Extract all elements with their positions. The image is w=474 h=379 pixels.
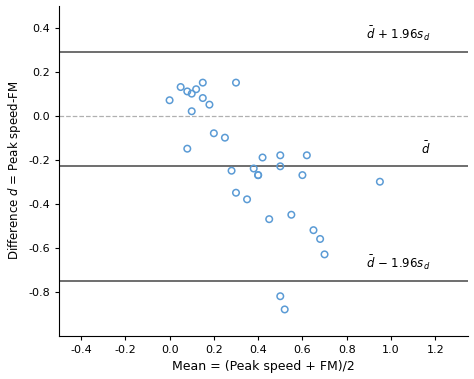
Point [321,251,328,257]
Point [210,130,218,136]
Point [276,152,284,158]
Point [199,80,207,86]
Point [255,172,262,178]
Point [376,179,383,185]
Point [316,236,324,242]
Text: $\bar{d}$: $\bar{d}$ [421,141,431,158]
Point [183,88,191,94]
Point [192,86,200,92]
Point [281,306,289,312]
Point [310,227,317,233]
Point [303,152,310,158]
Text: $\bar{d}$ + 1.96$s_d$: $\bar{d}$ + 1.96$s_d$ [366,25,431,43]
X-axis label: Mean = (Peak speed + FM)/2: Mean = (Peak speed + FM)/2 [172,360,355,373]
Text: $\bar{d}$ − 1.96$s_d$: $\bar{d}$ − 1.96$s_d$ [366,254,431,272]
Point [255,172,262,178]
Point [250,166,257,172]
Point [299,172,306,178]
Point [183,146,191,152]
Point [206,102,213,108]
Point [188,108,195,114]
Point [232,80,240,86]
Point [288,212,295,218]
Point [232,190,240,196]
Point [259,155,266,161]
Point [177,84,184,90]
Point [243,196,251,202]
Point [166,97,173,103]
Point [265,216,273,222]
Y-axis label: Difference $d$ = Peak speed-FM: Difference $d$ = Peak speed-FM [6,81,23,260]
Point [199,95,207,101]
Point [276,293,284,299]
Point [221,135,229,141]
Point [276,163,284,169]
Point [188,91,195,97]
Point [228,168,236,174]
